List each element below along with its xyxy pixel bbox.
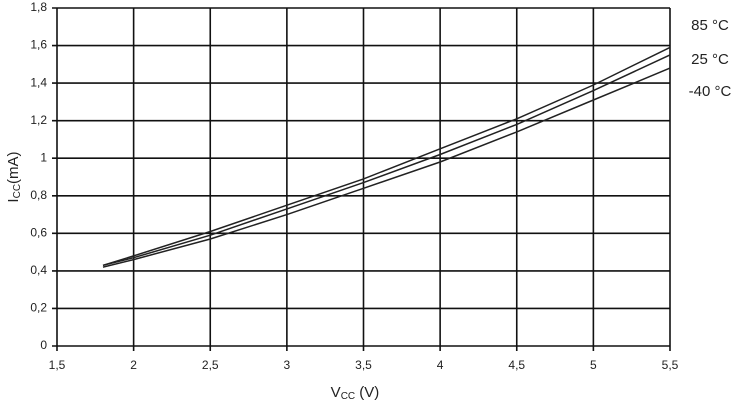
y-tick-label: 0,4 [30,263,47,277]
series-line [102,46,671,267]
y-tick-label: 1,4 [30,75,47,89]
x-tick-label: 3,5 [355,358,372,372]
series-line [102,54,671,267]
x-axis-label: VCC (V) [331,384,380,402]
x-tick-label: 4,5 [508,358,525,372]
y-tick-label: 1 [40,150,47,164]
y-tick-label: 1,8 [30,0,47,14]
series-label: 25 °C [691,51,729,68]
x-tick-label: 5,5 [662,358,679,372]
y-tick-label: 0,8 [30,188,47,202]
y-tick-label: 1,6 [30,38,47,52]
y-tick-label: 0,6 [30,226,47,240]
x-tick-label: 1,5 [49,358,66,372]
x-tick-label: 2,5 [202,358,219,372]
y-tick-label: 0 [40,338,47,352]
x-tick-label: 3 [284,358,291,372]
series-label: 85 °C [691,17,729,34]
series-label: -40 °C [689,83,732,100]
x-tick-label: 4 [437,358,444,372]
y-tick-label: 1,2 [30,113,47,127]
y-axis-label: ICC(mA) [5,151,23,202]
y-tick-label: 0,2 [30,301,47,315]
x-tick-label: 2 [130,358,137,372]
series-line [102,67,671,268]
x-tick-label: 5 [590,358,597,372]
